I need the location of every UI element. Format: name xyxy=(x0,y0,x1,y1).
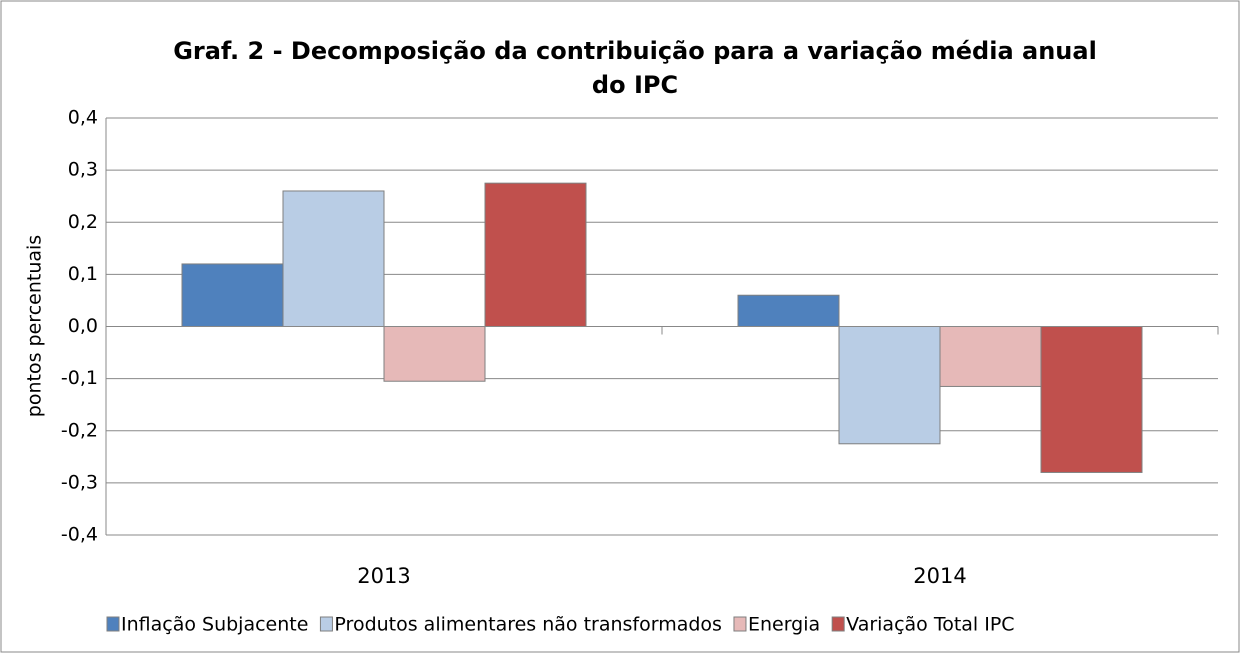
legend-label: Produtos alimentares não transformados xyxy=(334,614,722,636)
chart-title: do IPC xyxy=(592,71,678,99)
bar xyxy=(737,294,840,328)
bar xyxy=(282,190,385,327)
chart-title: Graf. 2 - Decomposição da contribuição p… xyxy=(173,37,1097,65)
y-tick-label: -0,3 xyxy=(61,471,98,493)
legend-swatch xyxy=(733,616,747,632)
y-tick-label: 0,0 xyxy=(68,315,98,337)
legend-label: Energia xyxy=(748,614,820,636)
y-tick-label: 0,3 xyxy=(68,159,98,181)
bar xyxy=(838,326,941,445)
bar xyxy=(1040,326,1143,473)
bar xyxy=(181,263,284,328)
y-tick-label: 0,2 xyxy=(68,211,98,233)
bar xyxy=(484,182,587,327)
y-axis-label: pontos percentuais xyxy=(24,235,46,417)
legend-swatch xyxy=(831,616,845,632)
legend-label: Inflação Subjacente xyxy=(121,614,308,636)
x-tick-label: 2014 xyxy=(913,564,966,588)
legend-swatch xyxy=(319,616,333,632)
legend-swatch xyxy=(106,616,120,632)
y-tick-label: 0,4 xyxy=(68,107,98,129)
y-tick-label: -0,1 xyxy=(61,367,98,389)
y-tick-label: -0,4 xyxy=(61,524,98,546)
y-tick-label: 0,1 xyxy=(68,263,98,285)
legend-label: Variação Total IPC xyxy=(846,614,1014,636)
bar xyxy=(939,326,1042,387)
x-tick-label: 2013 xyxy=(357,564,410,588)
bar xyxy=(383,326,486,382)
y-tick-label: -0,2 xyxy=(61,419,98,441)
